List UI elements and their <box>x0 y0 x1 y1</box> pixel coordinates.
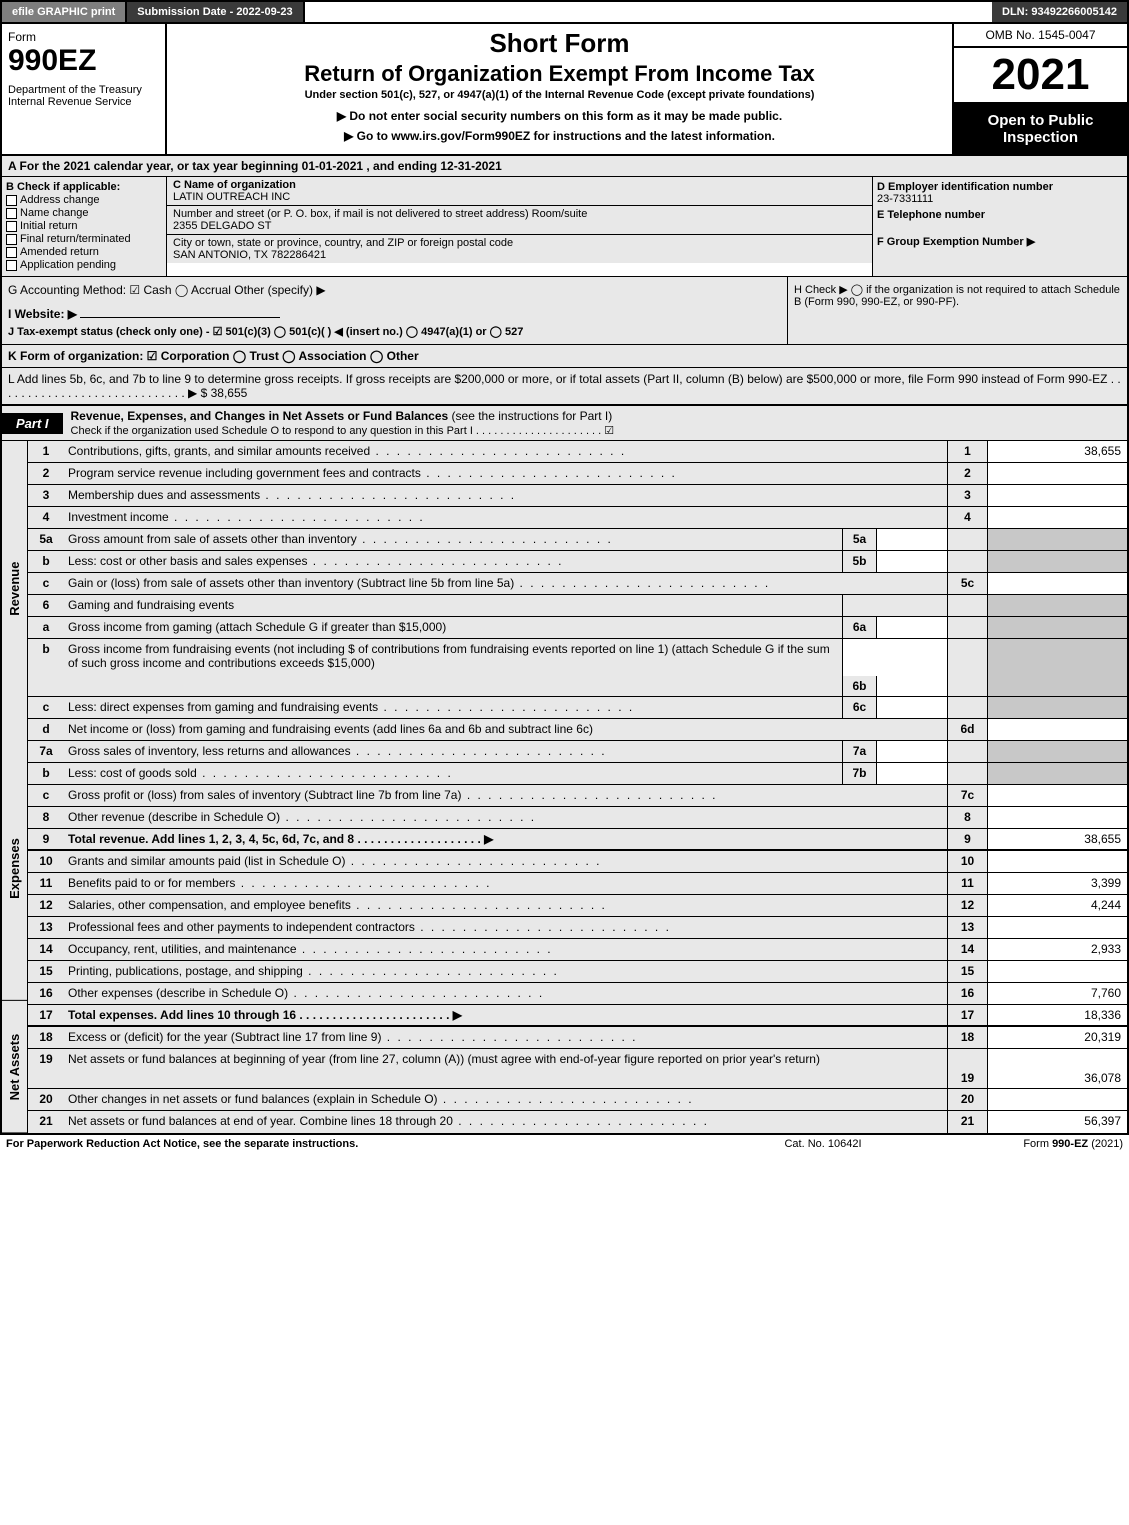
omb-number: OMB No. 1545-0047 <box>954 24 1127 48</box>
line-7a: 7aGross sales of inventory, less returns… <box>28 741 1127 763</box>
form-number: 990EZ <box>8 44 159 78</box>
line-17: 17Total expenses. Add lines 10 through 1… <box>28 1005 1127 1027</box>
line-6: 6Gaming and fundraising events <box>28 595 1127 617</box>
line-18: 18Excess or (deficit) for the year (Subt… <box>28 1027 1127 1049</box>
chk-address-change[interactable]: Address change <box>6 194 162 206</box>
open-to-public: Open to Public Inspection <box>954 104 1127 154</box>
ein-value: 23-7331111 <box>877 193 1123 205</box>
header-center: Short Form Return of Organization Exempt… <box>167 24 952 154</box>
title-subtitle: Under section 501(c), 527, or 4947(a)(1)… <box>175 89 944 101</box>
group-exemption-label: F Group Exemption Number ▶ <box>877 235 1123 248</box>
header-right: OMB No. 1545-0047 2021 Open to Public In… <box>952 24 1127 154</box>
ssn-warning: ▶ Do not enter social security numbers o… <box>175 109 944 123</box>
topbar-spacer <box>305 2 992 22</box>
row-gh: G Accounting Method: ☑ Cash ◯ Accrual Ot… <box>0 277 1129 345</box>
main-table: Revenue Expenses Net Assets 1Contributio… <box>0 441 1129 1135</box>
chk-amended-return[interactable]: Amended return <box>6 246 162 258</box>
top-bar: efile GRAPHIC print Submission Date - 20… <box>0 0 1129 24</box>
row-i: I Website: ▶ <box>8 307 781 321</box>
line-2: 2Program service revenue including gover… <box>28 463 1127 485</box>
footer: For Paperwork Reduction Act Notice, see … <box>0 1135 1129 1153</box>
part-1-tag: Part I <box>2 413 63 434</box>
line-12: 12Salaries, other compensation, and empl… <box>28 895 1127 917</box>
footer-formno: Form 990-EZ (2021) <box>923 1138 1123 1150</box>
line-5a: 5aGross amount from sale of assets other… <box>28 529 1127 551</box>
row-l: L Add lines 5b, 6c, and 7b to line 9 to … <box>0 368 1129 406</box>
line-19: 19Net assets or fund balances at beginni… <box>28 1049 1127 1089</box>
row-k: K Form of organization: ☑ Corporation ◯ … <box>0 345 1129 368</box>
irs-link[interactable]: ▶ Go to www.irs.gov/Form990EZ for instru… <box>175 129 944 143</box>
part-1-title: Revenue, Expenses, and Changes in Net As… <box>63 406 623 440</box>
section-bcd: B Check if applicable: Address change Na… <box>0 177 1129 277</box>
line-13: 13Professional fees and other payments t… <box>28 917 1127 939</box>
line-6b: bGross income from fundraising events (n… <box>28 639 1127 697</box>
line-6c: cLess: direct expenses from gaming and f… <box>28 697 1127 719</box>
section-b: B Check if applicable: Address change Na… <box>2 177 167 276</box>
org-addr-label: Number and street (or P. O. box, if mail… <box>167 206 872 235</box>
vertical-tabs: Revenue Expenses Net Assets <box>2 441 28 1133</box>
org-city-label: City or town, state or province, country… <box>167 235 872 263</box>
line-5c: cGain or (loss) from sale of assets othe… <box>28 573 1127 595</box>
ein-label: D Employer identification number <box>877 181 1123 193</box>
efile-print-button[interactable]: efile GRAPHIC print <box>2 2 127 22</box>
line-20: 20Other changes in net assets or fund ba… <box>28 1089 1127 1111</box>
org-city: SAN ANTONIO, TX 782286421 <box>173 249 326 261</box>
chk-application-pending[interactable]: Application pending <box>6 259 162 271</box>
line-10: 10Grants and similar amounts paid (list … <box>28 851 1127 873</box>
section-b-heading: B Check if applicable: <box>6 181 162 193</box>
row-g: G Accounting Method: ☑ Cash ◯ Accrual Ot… <box>2 277 787 344</box>
row-j: J Tax-exempt status (check only one) - ☑… <box>8 325 781 338</box>
org-name: LATIN OUTREACH INC <box>173 191 290 203</box>
department-label: Department of the Treasury Internal Reve… <box>8 84 159 108</box>
line-16: 16Other expenses (describe in Schedule O… <box>28 983 1127 1005</box>
line-6d: dNet income or (loss) from gaming and fu… <box>28 719 1127 741</box>
vtab-expenses: Expenses <box>2 737 27 1001</box>
dln-label: DLN: 93492266005142 <box>992 2 1127 22</box>
footer-catno: Cat. No. 10642I <box>723 1138 923 1150</box>
line-7b: bLess: cost of goods sold7b <box>28 763 1127 785</box>
part-1-header: Part I Revenue, Expenses, and Changes in… <box>0 406 1129 441</box>
line-11: 11Benefits paid to or for members113,399 <box>28 873 1127 895</box>
submission-date: Submission Date - 2022-09-23 <box>127 2 304 22</box>
title-return: Return of Organization Exempt From Incom… <box>175 61 944 87</box>
org-name-label: C Name of organizationLATIN OUTREACH INC <box>167 177 872 206</box>
section-d: D Employer identification number 23-7331… <box>872 177 1127 276</box>
chk-initial-return[interactable]: Initial return <box>6 220 162 232</box>
line-1: 1Contributions, gifts, grants, and simil… <box>28 441 1127 463</box>
section-c: C Name of organizationLATIN OUTREACH INC… <box>167 177 872 276</box>
line-4: 4Investment income4 <box>28 507 1127 529</box>
lines-container: 1Contributions, gifts, grants, and simil… <box>28 441 1127 1133</box>
chk-name-change[interactable]: Name change <box>6 207 162 219</box>
row-a-calendar-year: A For the 2021 calendar year, or tax yea… <box>0 156 1129 177</box>
line-7c: cGross profit or (loss) from sales of in… <box>28 785 1127 807</box>
form-header: Form 990EZ Department of the Treasury In… <box>0 24 1129 156</box>
line-6a: aGross income from gaming (attach Schedu… <box>28 617 1127 639</box>
line-21: 21Net assets or fund balances at end of … <box>28 1111 1127 1133</box>
line-9: 9Total revenue. Add lines 1, 2, 3, 4, 5c… <box>28 829 1127 851</box>
footer-paperwork: For Paperwork Reduction Act Notice, see … <box>6 1138 723 1150</box>
header-left: Form 990EZ Department of the Treasury In… <box>2 24 167 154</box>
tel-label: E Telephone number <box>877 209 1123 221</box>
line-5b: bLess: cost or other basis and sales exp… <box>28 551 1127 573</box>
row-a-text: A For the 2021 calendar year, or tax yea… <box>8 159 502 173</box>
org-address: 2355 DELGADO ST <box>173 220 271 232</box>
title-short-form: Short Form <box>175 28 944 59</box>
vtab-net-assets: Net Assets <box>2 1001 27 1133</box>
vtab-revenue: Revenue <box>2 441 27 737</box>
line-14: 14Occupancy, rent, utilities, and mainte… <box>28 939 1127 961</box>
line-8: 8Other revenue (describe in Schedule O)8 <box>28 807 1127 829</box>
line-15: 15Printing, publications, postage, and s… <box>28 961 1127 983</box>
tax-year: 2021 <box>954 48 1127 104</box>
form-word: Form <box>8 30 159 44</box>
row-h: H Check ▶ ◯ if the organization is not r… <box>787 277 1127 344</box>
line-3: 3Membership dues and assessments3 <box>28 485 1127 507</box>
chk-final-return[interactable]: Final return/terminated <box>6 233 162 245</box>
accounting-method: G Accounting Method: ☑ Cash ◯ Accrual Ot… <box>8 283 781 297</box>
